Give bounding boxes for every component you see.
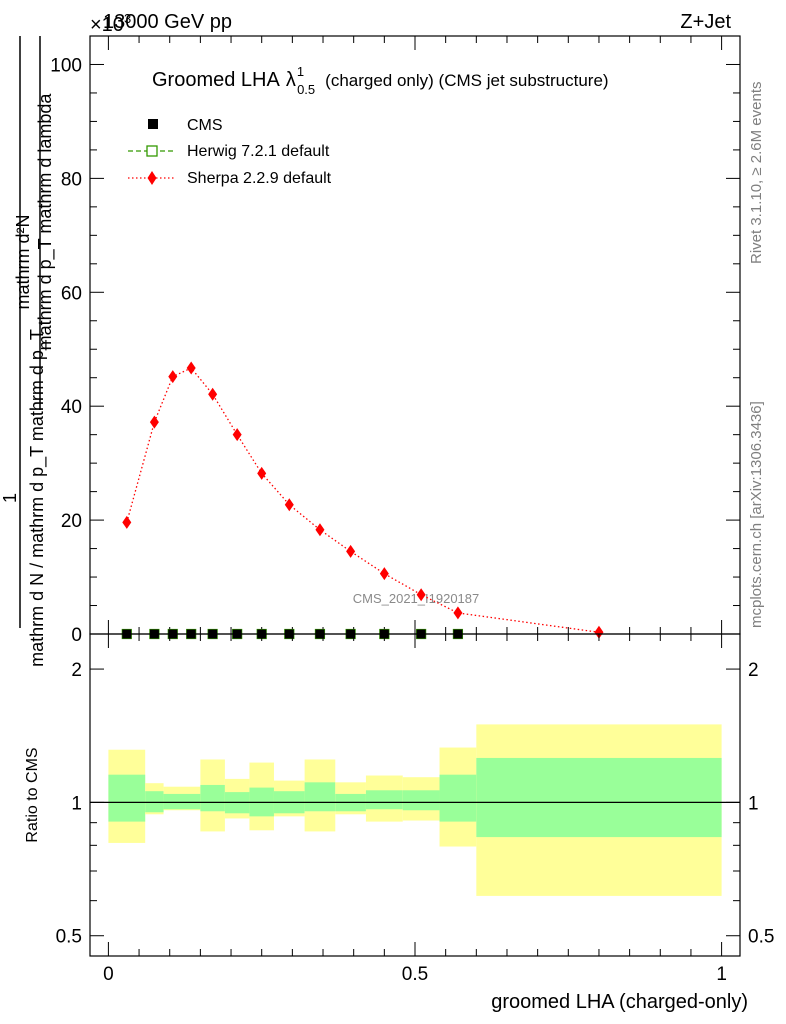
sherpa-point [416,588,426,602]
x-tick-label: 0.5 [402,964,428,985]
y-tick-label: 40 [61,397,82,418]
legend-sherpa-label: Sherpa 2.2.9 default [187,170,332,187]
ratio-y-tick-label-right: 2 [748,660,759,681]
legend-cms-marker [148,119,158,129]
main-axis-ticks: 0 20 40 60 80 100 [50,35,740,646]
exponent-marker: ×103 [90,11,131,36]
y-label-lower: mathrm d N / mathrm d p_T mathrm d p_T [27,329,48,667]
sherpa-point [315,523,325,537]
ratio-bands [108,724,722,896]
y-tick-label: 20 [61,511,82,532]
x-tick-label: 0 [103,964,114,985]
title-sup: 1 [297,64,304,79]
ratio-band-inner [108,774,146,822]
ratio-plot-frame [89,633,741,957]
ratio-band-inner [476,757,722,838]
y-label-one: 1 [0,493,20,503]
title-suffix: (charged only) (CMS jet substructure) [325,71,608,90]
ratio-y-tick-label: 0.5 [56,927,82,948]
ratio-band-inner [200,784,225,812]
title-sub: 0.5 [297,82,315,97]
sherpa-point [453,606,463,620]
sherpa-point [594,625,604,639]
mcplots-label: mcplots.cern.ch [arXiv:1306.3436] [748,401,765,628]
ratio-band-inner [439,774,477,822]
x-tick-label: 1 [716,964,727,985]
analysis-watermark: CMS_2021_I1920187 [353,591,480,606]
title-main: Groomed LHA [152,69,280,91]
ratio-y-label: Ratio to CMS [24,747,41,842]
sherpa-point [168,370,178,384]
energy-label: 13000 GeV pp [103,11,232,33]
legend-herwig-marker [146,145,158,157]
sherpa-point [257,466,267,480]
y-label-denominator-top: mathrm d p_T mathrm d lambda [35,93,56,351]
y-label-numerator: mathrm d²N [13,214,33,309]
sherpa-point [149,415,159,429]
title-lambda: λ [286,69,296,91]
legend-cms-label: CMS [187,117,223,134]
sherpa-point [284,498,294,512]
sherpa-point [208,387,218,401]
rivet-label: Rivet 3.1.10, ≥ 2.6M events [748,82,765,265]
sherpa-point [379,567,389,581]
ratio-band-inner [145,791,164,813]
y-tick-label: 60 [61,283,82,304]
ratio-y-tick-label-right: 0.5 [748,927,774,948]
y-tick-label: 80 [61,169,82,190]
ratio-band-inner [304,782,336,812]
ratio-band-inner [163,793,201,810]
legend: CMS Herwig 7.2.1 default Sherpa 2.2.9 de… [128,117,332,187]
ratio-y-tick-label-right: 1 [748,793,759,814]
y-tick-label: 0 [71,625,82,646]
y-axis-label: mathrm d²N mathrm d p_T mathrm d lambda … [0,36,56,667]
ratio-y-tick-label: 2 [71,660,82,681]
sherpa-point [122,515,132,529]
sherpa-point [346,544,356,558]
legend-herwig-label: Herwig 7.2.1 default [187,143,330,160]
sherpa-point [232,428,242,442]
x-axis-label: groomed LHA (charged-only) [491,991,748,1013]
plot-title: Groomed LHA λ1 0.5 (charged only) (CMS jet … [152,64,609,97]
ratio-band-inner [402,790,440,811]
ratio-band-inner [365,790,403,810]
ratio-axis-ticks: 0.5 0.5 1 1 2 2 0 0.5 1 [56,634,774,985]
sherpa-point [186,361,196,375]
ratio-y-tick-label: 1 [71,793,82,814]
legend-sherpa-marker [147,171,157,185]
process-label: Z+Jet [680,11,731,33]
exponent-power: 3 [124,11,131,26]
y-tick-label: 100 [50,55,82,76]
